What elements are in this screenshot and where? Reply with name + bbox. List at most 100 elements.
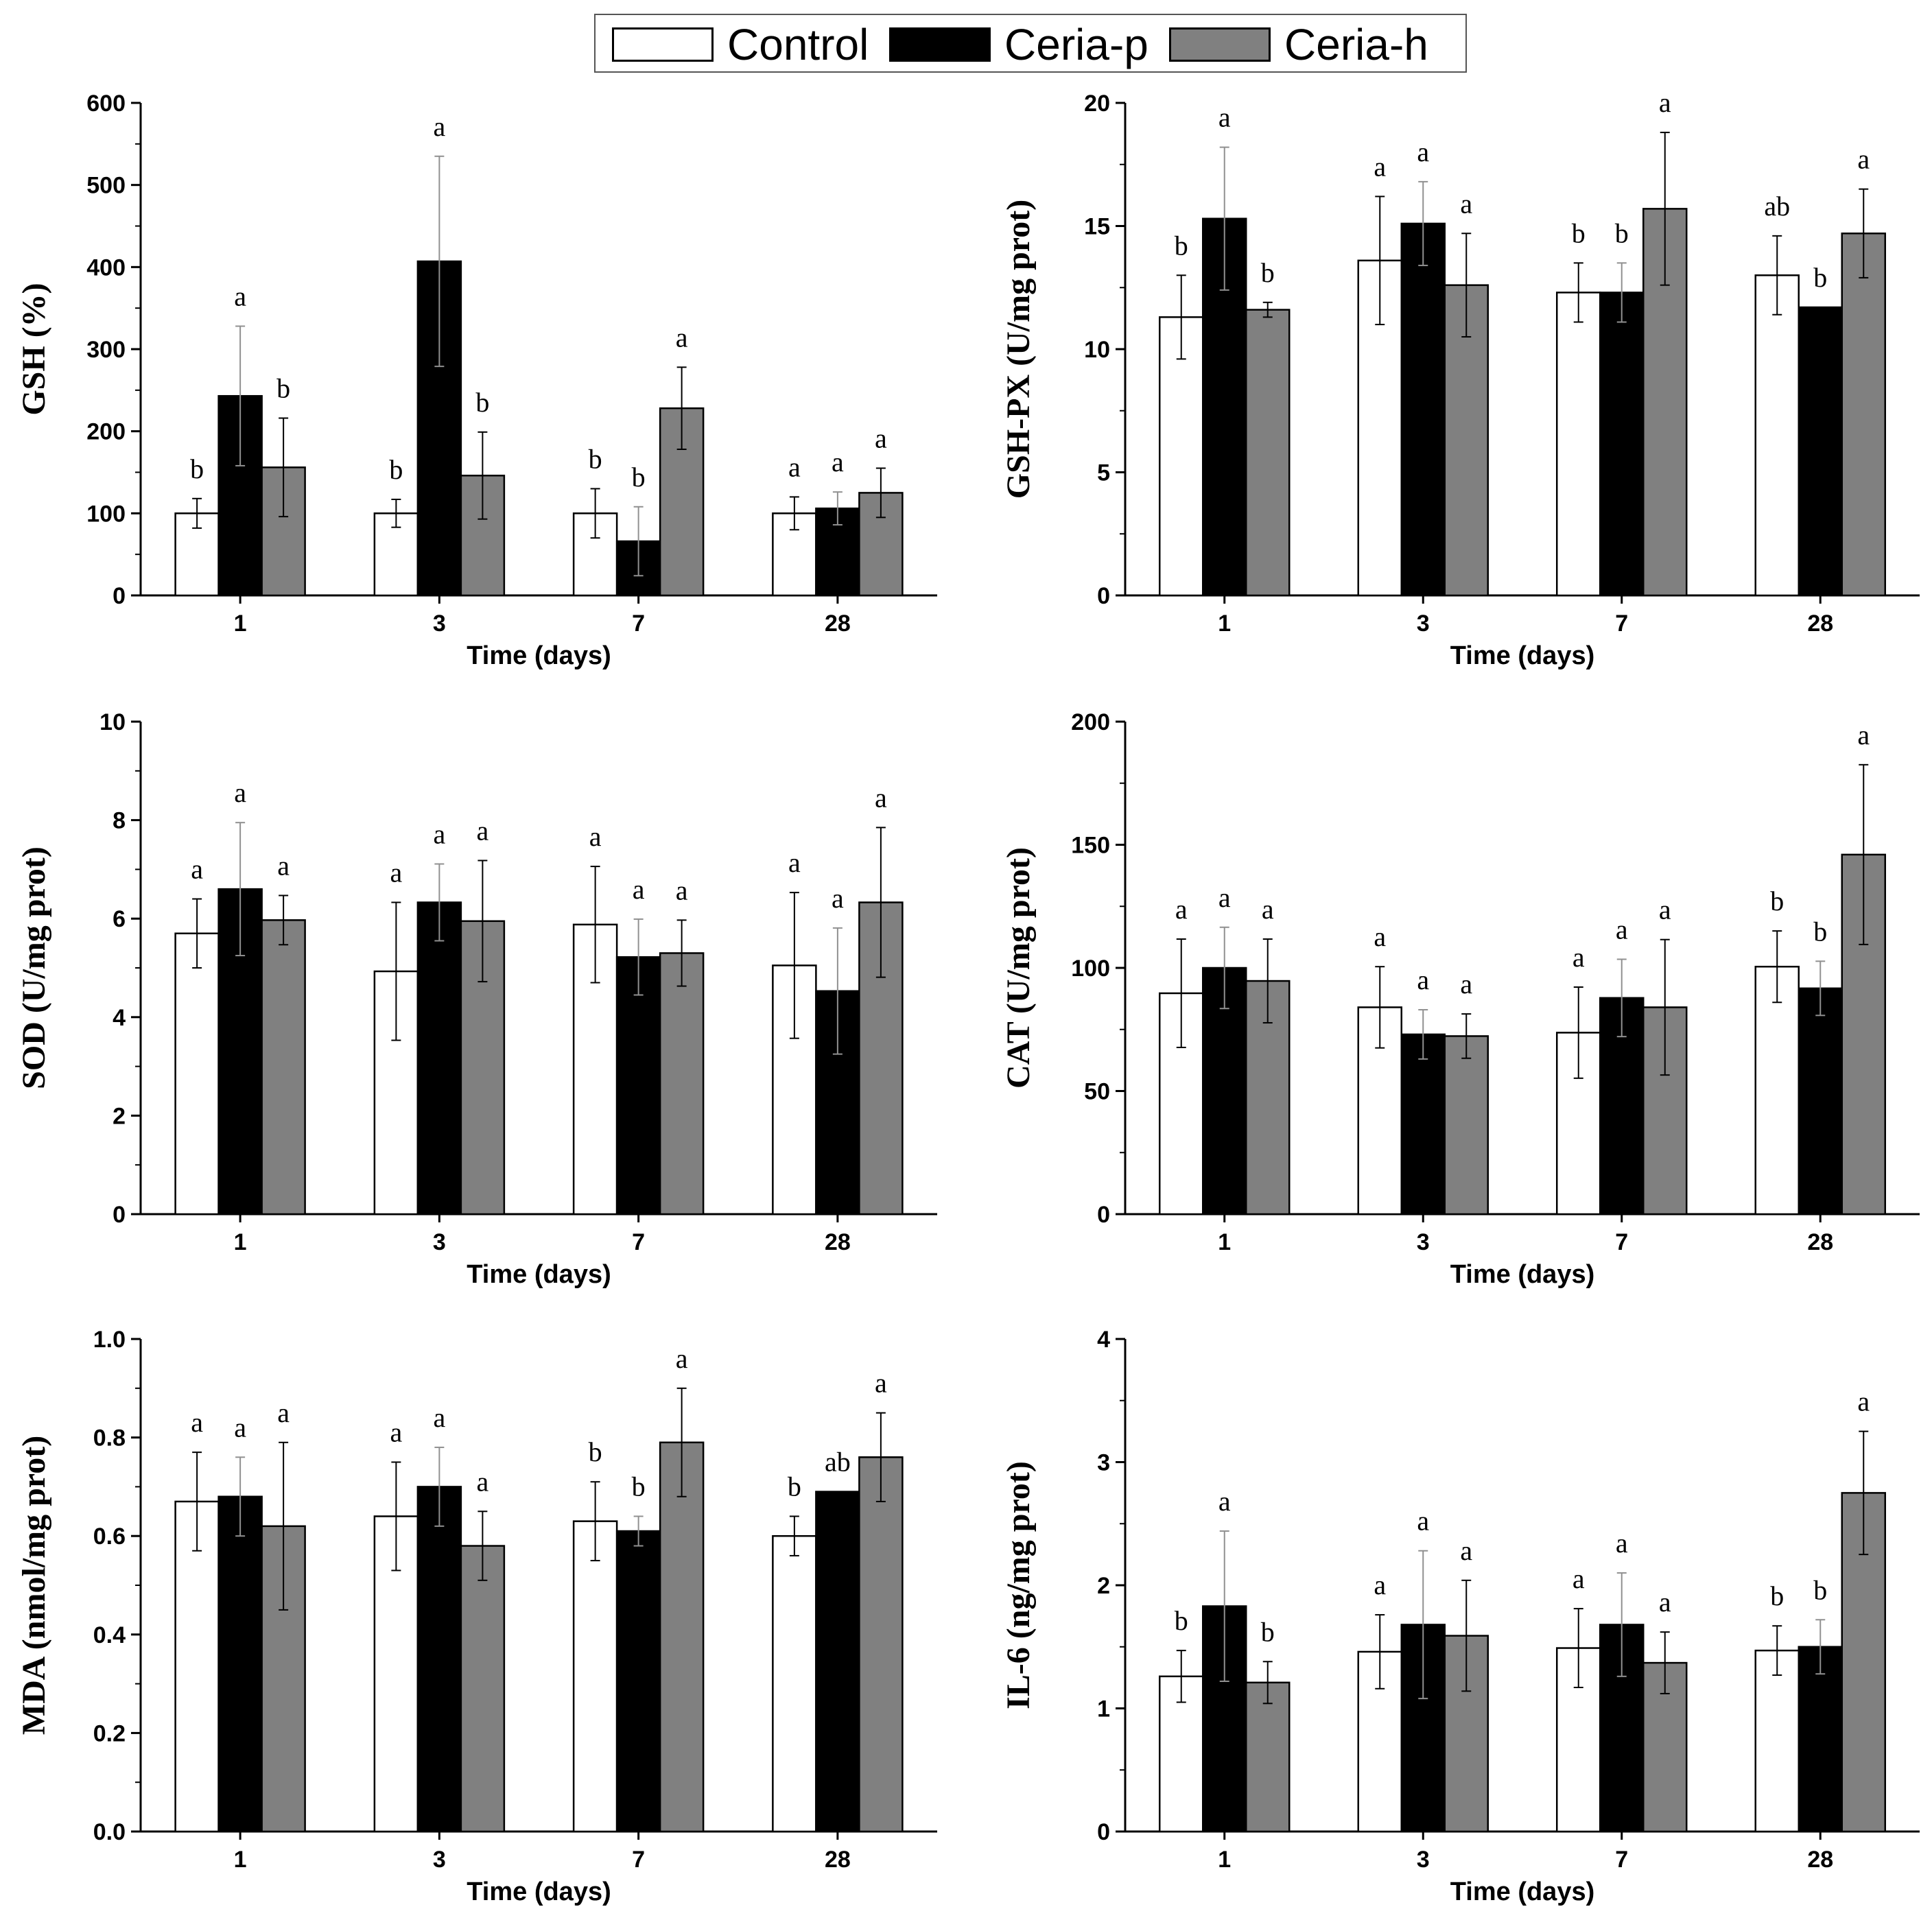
x-tick-label: 7: [632, 611, 645, 637]
significance-label: a: [390, 857, 402, 888]
significance-label: b: [1175, 230, 1188, 261]
y-tick-label: 1.0: [93, 1327, 126, 1353]
significance-label: a: [1417, 1506, 1429, 1537]
x-tick-label: 28: [825, 611, 851, 637]
legend: Control Ceria-p Ceria-h: [594, 14, 1467, 73]
legend-label-ceria-p: Ceria-p: [1004, 20, 1148, 69]
bar-control: [772, 512, 817, 597]
y-axis-label: CAT (U/mg prot): [1000, 847, 1037, 1089]
significance-label: a: [875, 1368, 887, 1399]
significance-label: a: [234, 777, 246, 808]
x-tick-label: 28: [1807, 1229, 1833, 1255]
y-tick-label: 0.0: [93, 1819, 126, 1845]
bar-control: [1556, 292, 1601, 597]
significance-label: b: [1770, 1580, 1784, 1611]
x-tick-label: 28: [1807, 611, 1833, 637]
bar-ceria-p: [615, 956, 661, 1216]
bar-control: [174, 932, 220, 1216]
significance-label: b: [1615, 217, 1629, 248]
y-tick-label: 150: [1071, 833, 1110, 859]
significance-label: a: [1262, 894, 1274, 925]
significance-label: a: [633, 874, 645, 905]
y-tick-label: 200: [86, 419, 126, 445]
y-tick-label: 4: [1097, 1327, 1110, 1353]
significance-label: b: [276, 373, 290, 404]
bar-ceria-h: [659, 952, 705, 1216]
x-axis-label: Time (days): [467, 641, 611, 670]
bar-ceria-p: [1400, 1033, 1446, 1216]
y-tick-label: 0.4: [93, 1622, 126, 1648]
significance-label: a: [1659, 1587, 1671, 1617]
y-axis-label: IL-6 (ng/mg prot): [1000, 1461, 1037, 1709]
significance-label: a: [875, 423, 887, 454]
significance-label: b: [1572, 217, 1586, 248]
significance-label: a: [676, 322, 688, 353]
significance-label: b: [1261, 1616, 1275, 1647]
x-tick-label: 1: [234, 611, 247, 637]
x-tick-label: 1: [234, 1229, 247, 1255]
bar-ceria-p: [416, 901, 462, 1216]
y-tick-label: 0: [1097, 1819, 1110, 1845]
x-tick-label: 7: [632, 1847, 645, 1873]
significance-label: a: [676, 1343, 688, 1374]
bar-ceria-h: [858, 901, 904, 1216]
x-tick-label: 7: [632, 1229, 645, 1255]
y-tick-label: 4: [113, 1005, 126, 1031]
significance-label: a: [1460, 969, 1472, 999]
significance-label: ab: [1764, 191, 1790, 222]
x-tick-label: 3: [1417, 1229, 1430, 1255]
significance-label: a: [875, 782, 887, 813]
significance-label: b: [788, 1471, 801, 1502]
y-tick-label: 20: [1084, 91, 1110, 117]
x-tick-label: 3: [433, 1229, 446, 1255]
significance-label: a: [277, 1397, 290, 1428]
significance-label: a: [191, 853, 203, 884]
significance-label: a: [1659, 894, 1671, 925]
significance-label: b: [1770, 886, 1784, 916]
bar-ceria-h: [460, 1545, 506, 1833]
x-tick-label: 3: [433, 1847, 446, 1873]
bar-ceria-h: [1841, 233, 1886, 597]
significance-label: a: [476, 815, 488, 846]
bar-ceria-h: [659, 1441, 705, 1833]
y-tick-label: 200: [1071, 709, 1110, 735]
significance-label: a: [1218, 102, 1231, 133]
legend-swatch-control: [612, 27, 714, 62]
legend-label-ceria-h: Ceria-h: [1284, 20, 1428, 69]
significance-label: a: [1572, 942, 1585, 973]
y-tick-label: 10: [1084, 337, 1110, 363]
y-tick-label: 6: [113, 906, 126, 932]
y-tick-label: 500: [86, 173, 126, 199]
y-tick-label: 50: [1084, 1079, 1110, 1105]
y-axis-label: GSH (%): [16, 283, 52, 415]
y-tick-label: 100: [86, 501, 126, 527]
y-axis-label: MDA (nmol/mg prot): [16, 1436, 52, 1735]
y-tick-label: 10: [99, 709, 126, 735]
bar-ceria-p: [1400, 222, 1446, 597]
bar-control: [1159, 316, 1204, 597]
significance-label: a: [234, 281, 246, 311]
x-tick-label: 1: [1218, 611, 1231, 637]
y-tick-label: 0: [1097, 1202, 1110, 1228]
y-tick-label: 0: [1097, 583, 1110, 609]
significance-label: a: [1857, 144, 1870, 175]
bar-ceria-h: [1642, 1661, 1688, 1833]
y-tick-label: 400: [86, 254, 126, 281]
significance-label: a: [1218, 1486, 1231, 1517]
y-tick-label: 100: [1071, 956, 1110, 982]
x-axis-label: Time (days): [1450, 641, 1594, 670]
significance-label: a: [1460, 1535, 1472, 1566]
significance-label: b: [190, 453, 204, 484]
y-tick-label: 5: [1097, 460, 1110, 486]
significance-label: a: [433, 111, 445, 142]
x-tick-label: 7: [1615, 611, 1628, 637]
significance-label: b: [589, 1436, 602, 1467]
y-tick-label: 2: [113, 1103, 126, 1129]
bar-control: [1754, 1649, 1800, 1833]
y-tick-label: 3: [1097, 1450, 1110, 1476]
significance-label: a: [589, 821, 602, 852]
y-tick-label: 300: [86, 337, 126, 363]
